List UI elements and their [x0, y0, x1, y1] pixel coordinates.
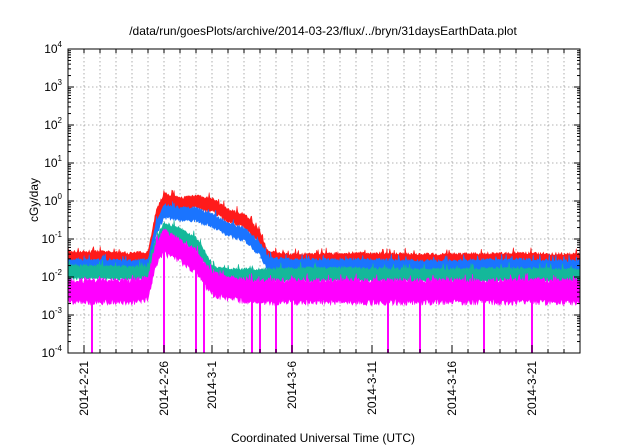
x-tick-label: 2014-3-6 [285, 361, 299, 409]
y-tick-label: 102 [44, 116, 62, 132]
x-tick-label: 2014-3-16 [445, 361, 459, 416]
y-tick-label: 100 [44, 192, 62, 208]
y-tick-label: 10-3 [42, 306, 63, 322]
grid-layer [68, 49, 580, 353]
y-tick-label: 10-1 [42, 230, 63, 246]
x-tick-label: 2014-3-1 [205, 361, 219, 409]
chart-title: /data/run/goesPlots/archive/2014-03-23/f… [129, 24, 517, 38]
y-axis-label: cGy/day [27, 178, 41, 222]
x-axis-label: Coordinated Universal Time (UTC) [231, 431, 415, 445]
y-tick-label: 10-4 [42, 344, 63, 360]
x-tick-label: 2014-3-21 [525, 361, 539, 416]
axes-layer: 10-4 10-3 10-2 10-1 100 101 102 103 104 2014-2-21… [42, 40, 581, 416]
y-tick-label: 104 [44, 40, 62, 56]
x-tick-label: 2014-2-21 [77, 361, 91, 416]
y-tick-label: 10-2 [42, 268, 63, 284]
series-layer [67, 189, 581, 353]
x-tick-label: 2014-3-11 [365, 361, 379, 415]
x-tick-label: 2014-2-26 [157, 361, 171, 416]
y-tick-label: 101 [44, 154, 62, 170]
y-tick-label: 103 [44, 78, 62, 94]
